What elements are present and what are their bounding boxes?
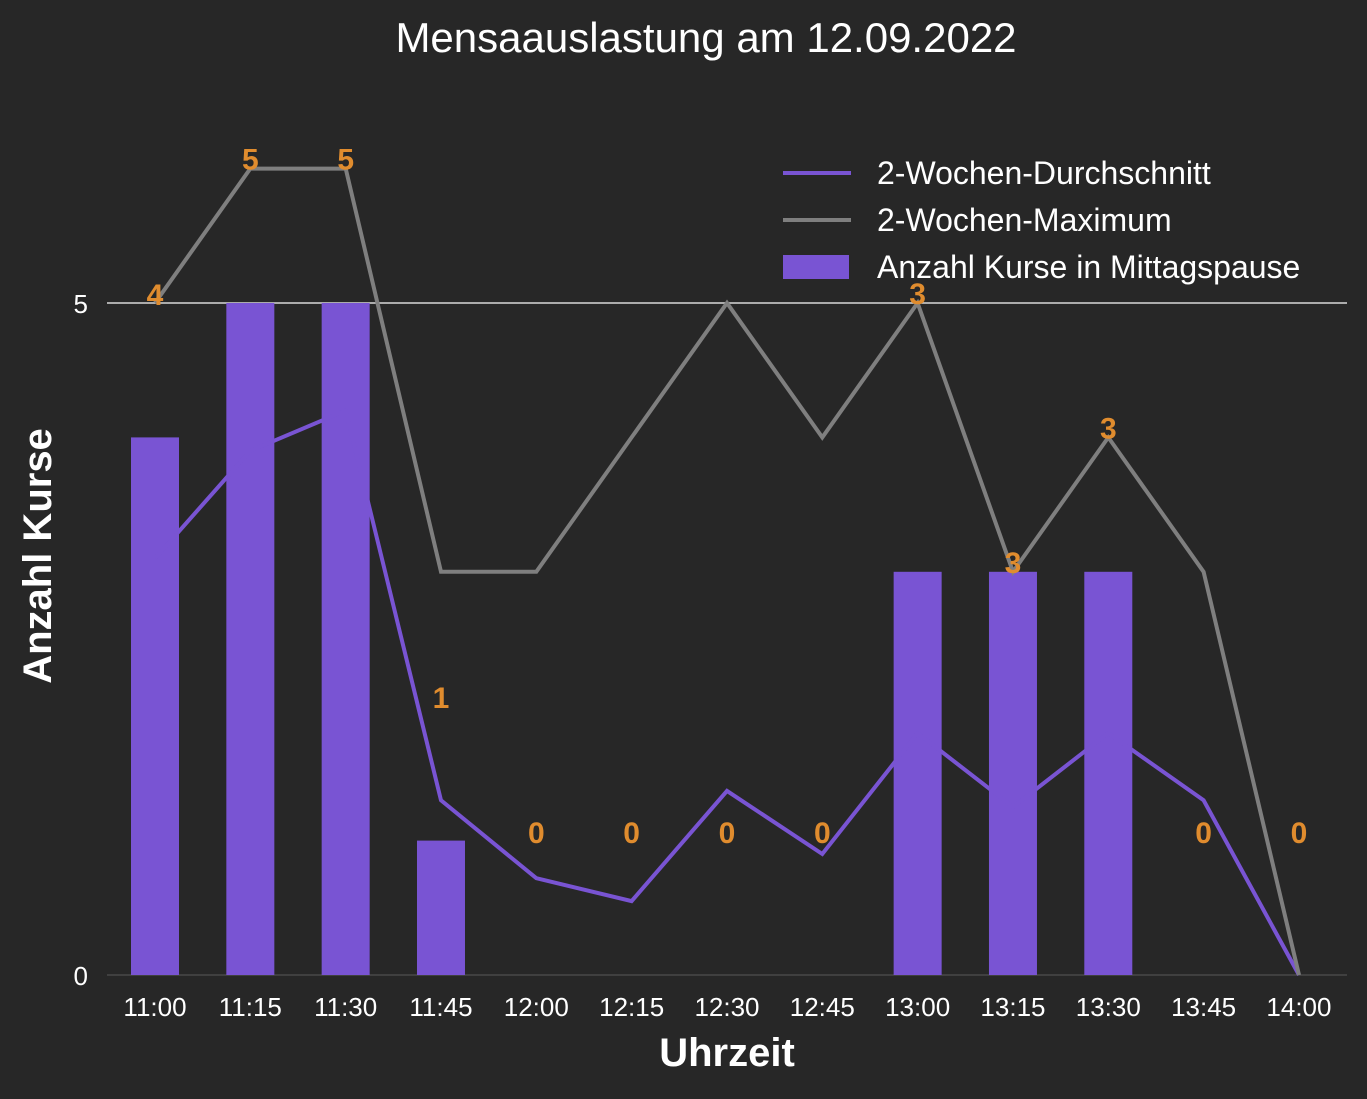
bar	[893, 571, 942, 975]
data-label: 3	[1005, 547, 1022, 580]
x-tick-label: 11:45	[409, 992, 472, 1022]
x-tick-label: 12:00	[504, 992, 569, 1022]
legend-label: 2-Wochen-Maximum	[877, 202, 1172, 238]
x-tick-label: 11:00	[123, 992, 186, 1022]
bar	[131, 437, 179, 975]
x-tick-label: 13:15	[980, 992, 1045, 1022]
bar	[1084, 571, 1133, 975]
y-axis-label: Anzahl Kurse	[16, 428, 60, 684]
data-label: 5	[337, 144, 354, 177]
x-tick-label: 12:45	[790, 992, 855, 1022]
bar	[321, 303, 370, 975]
x-tick-label: 13:45	[1171, 992, 1236, 1022]
data-label: 0	[814, 817, 831, 850]
data-label: 3	[909, 278, 926, 311]
x-tick-label: 13:00	[885, 992, 950, 1022]
bar-layer	[131, 303, 1133, 975]
bar	[416, 840, 465, 975]
line-2-wochen-maximum	[153, 166, 1301, 976]
legend-label: 2-Wochen-Durchschnitt	[877, 155, 1211, 191]
chart-title: Mensaauslastung am 12.09.2022	[395, 14, 1016, 61]
data-label: 1	[433, 682, 450, 715]
x-tick-label: 11:30	[314, 992, 377, 1022]
x-tick-label: 12:15	[599, 992, 664, 1022]
data-label-layer: 4 5 5 1 0 0 0 0 3 3 3 0 0	[147, 144, 1308, 850]
bar	[226, 303, 275, 975]
line-layer	[153, 166, 1301, 976]
data-label: 0	[719, 817, 736, 850]
y-tick-label: 5	[74, 289, 88, 319]
x-tick-label: 11:15	[219, 992, 282, 1022]
tick-layer: 0 5 11:00 11:15 11:30 11:45 12:00 12:15 12:30 12:…	[74, 289, 1332, 1022]
legend: 2-Wochen-Durchschnitt 2-Wochen-Maximum Anz…	[783, 155, 1300, 285]
y-tick-label: 0	[74, 961, 88, 991]
x-tick-label: 13:30	[1076, 992, 1141, 1022]
data-label: 4	[147, 279, 164, 312]
grid-layer	[107, 302, 1347, 976]
data-label: 0	[623, 817, 640, 850]
data-label: 0	[1195, 817, 1212, 850]
data-label: 0	[1291, 817, 1308, 850]
x-tick-label: 12:30	[694, 992, 759, 1022]
data-label: 0	[528, 817, 545, 850]
data-label: 3	[1100, 412, 1117, 445]
line-2-wochen-durchschnitt	[153, 407, 1301, 976]
data-label: 5	[242, 144, 259, 177]
x-axis-label: Uhrzeit	[659, 1031, 795, 1075]
legend-swatch-bar	[783, 255, 849, 279]
x-tick-label: 14:00	[1266, 992, 1331, 1022]
legend-label: Anzahl Kurse in Mittagspause	[877, 249, 1300, 285]
bar	[988, 571, 1037, 975]
